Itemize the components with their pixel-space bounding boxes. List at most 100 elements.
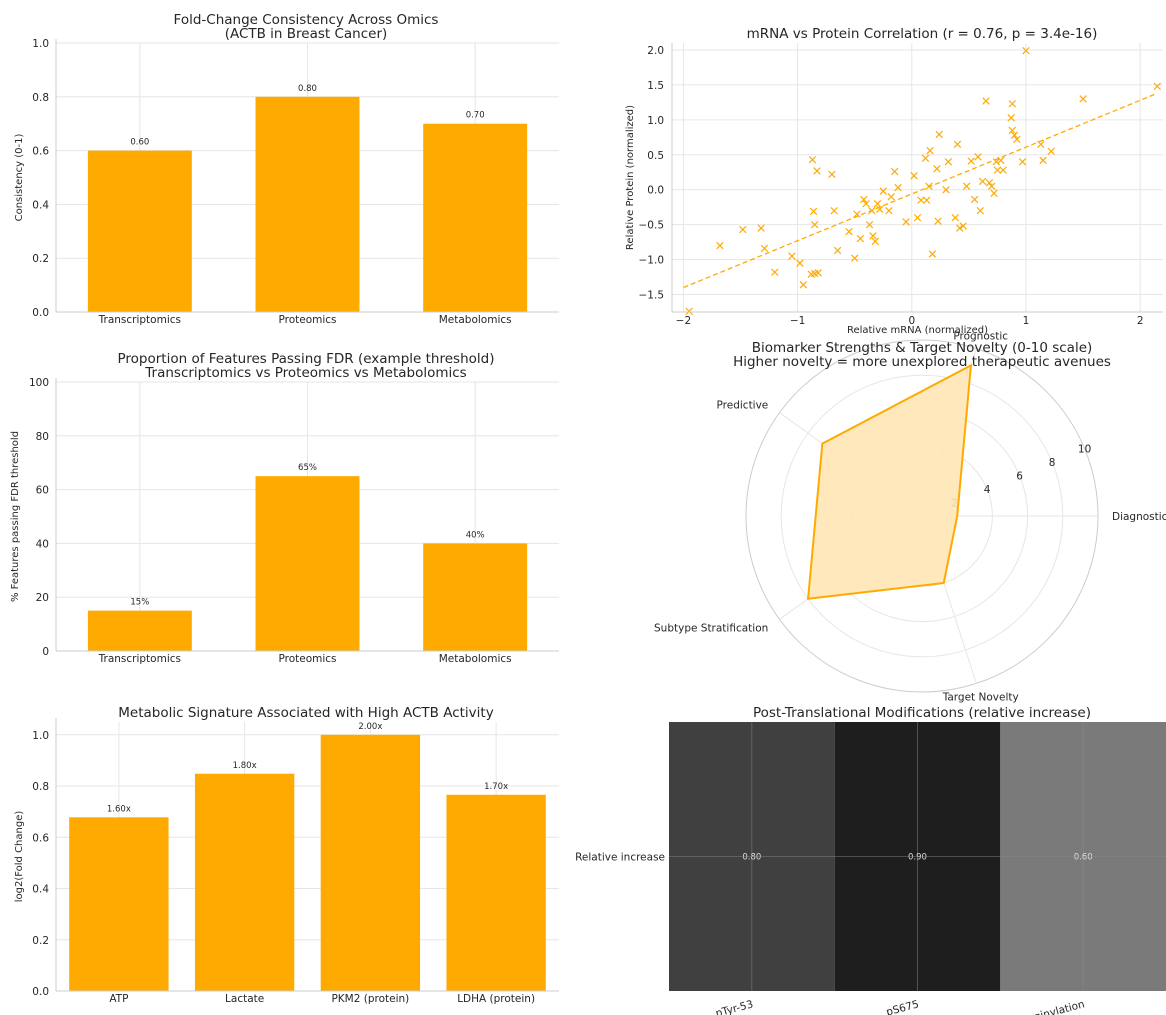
scatter-point <box>956 224 964 232</box>
scatter-point <box>853 210 861 218</box>
y-tick-label: −0.5 <box>639 220 665 232</box>
x-tick-label: Proteomics <box>278 314 336 326</box>
scatter-point <box>760 244 769 253</box>
y-tick-label: 0.5 <box>647 150 664 162</box>
scatter-point <box>1039 156 1047 165</box>
y-axis-label: Consistency (0-1) <box>14 134 25 222</box>
bar-pkm2-protein <box>320 734 421 991</box>
heatmap-chart: 0.80 pTyr-53 0.90 pS675 0.60 Arginylation Rela… <box>575 705 1166 1015</box>
scatter-point <box>771 268 779 276</box>
scatter-point <box>1007 114 1015 122</box>
chart-title: Fold-Change Consistency Across Omics (ACT… <box>174 12 439 42</box>
scatter-point <box>944 158 953 166</box>
x-tick-label: Transcriptomics <box>98 314 181 326</box>
scatter-point <box>871 237 879 246</box>
y-axis-label: Relative Protein (normalized) <box>625 105 636 250</box>
scatter-point <box>845 227 853 236</box>
scatter-point <box>985 179 994 187</box>
scatter-point <box>814 269 822 277</box>
y-tick-label: 0.4 <box>32 199 49 211</box>
x-tick-label: Transcriptomics <box>98 653 181 665</box>
bar-value-label: 1.80x <box>233 761 257 771</box>
y-tick-label: 0.0 <box>32 307 49 319</box>
scatter-point <box>959 222 967 230</box>
bar-ldha-protein <box>446 794 546 991</box>
x-tick-label: Metabolomics <box>439 314 512 326</box>
heatmap-y-tick-label: Relative increase <box>575 852 665 864</box>
bar-metabolomics <box>423 123 528 312</box>
bar-value-label: 2.00x <box>358 722 382 732</box>
bar-proteomics <box>255 476 360 651</box>
scatter-point <box>910 172 918 180</box>
bar-value-label: 1.60x <box>107 804 131 814</box>
scatter-point <box>982 97 990 105</box>
scatter-point <box>1013 135 1021 144</box>
scatter-point <box>925 182 933 190</box>
radar-chart: 246810DiagnosticPrognosticPredictiveSubt… <box>654 330 1166 703</box>
heatmap-cell-value: 0.80 <box>742 853 761 863</box>
y-tick-label: 0.8 <box>32 781 49 793</box>
scatter-point <box>1153 82 1162 91</box>
scatter-point <box>913 213 922 222</box>
y-tick-label: 1.5 <box>647 80 664 92</box>
scatter-point <box>887 192 895 201</box>
y-tick-label: −1.0 <box>639 255 665 267</box>
scatter-point <box>885 206 893 215</box>
radar-r-tick-label: 4 <box>984 484 991 496</box>
regression-line <box>683 92 1158 289</box>
scatter-point <box>993 166 1002 174</box>
x-tick-label: Metabolomics <box>439 653 512 665</box>
scatter-point <box>833 246 842 255</box>
scatter-point <box>757 224 765 232</box>
scatter-point <box>739 225 747 234</box>
scatter-point <box>685 307 693 316</box>
scatter-point <box>1008 100 1016 108</box>
y-tick-label: 1.0 <box>32 38 49 50</box>
scatter-point <box>850 254 859 262</box>
bar-lactate <box>194 773 295 991</box>
scatter-point <box>828 170 836 179</box>
scatter-point <box>978 177 987 186</box>
x-tick-label: −1 <box>790 315 805 327</box>
y-tick-label: 0 <box>42 646 49 658</box>
bar-metabolomics <box>423 543 528 651</box>
scatter-point <box>953 140 962 149</box>
scatter-point <box>962 182 971 190</box>
scatter-point <box>999 166 1007 174</box>
scatter-point <box>879 187 887 195</box>
x-tick-label: 1 <box>1023 315 1030 327</box>
x-tick-label: 2 <box>1137 315 1144 327</box>
scatter-point <box>935 130 943 139</box>
bar-chart-1: 0.0 0.2 0.4 0.6 0.8 1.0 0.60 Transcriptomics 0.8… <box>14 12 559 326</box>
scatter-point <box>856 234 865 243</box>
y-axis-label: % Features passing FDR threshold <box>10 431 21 602</box>
heatmap-x-tick-label: pTyr-53 <box>714 998 754 1015</box>
bar-transcriptomics <box>87 610 192 651</box>
scatter-point <box>921 154 930 163</box>
scatter-point <box>987 182 996 190</box>
scatter-point <box>1018 158 1027 166</box>
x-tick-label: 0 <box>908 315 915 327</box>
y-tick-label: −1.5 <box>639 290 665 302</box>
scatter-point <box>926 146 934 155</box>
bar-transcriptomics <box>87 150 192 312</box>
bar-proteomics <box>255 96 360 312</box>
bar-value-label: 0.80 <box>298 84 317 94</box>
y-tick-label: 0.6 <box>32 832 49 844</box>
scatter-point <box>951 213 959 222</box>
scatter-point <box>716 241 724 250</box>
y-tick-label: 0.0 <box>32 986 49 998</box>
heatmap-cell-value: 0.60 <box>1074 853 1093 863</box>
scatter-point <box>997 156 1005 165</box>
scatter-point <box>876 205 884 214</box>
x-tick-label: LDHA (protein) <box>457 993 535 1005</box>
x-tick-label: Proteomics <box>278 653 336 665</box>
scatter-point <box>1047 147 1055 156</box>
x-tick-label: −2 <box>676 315 691 327</box>
scatter-point <box>933 165 941 173</box>
radar-r-tick-label: 6 <box>1016 471 1023 483</box>
y-tick-label: 0.6 <box>32 146 49 158</box>
scatter-point <box>970 195 979 204</box>
scatter-point <box>894 183 902 192</box>
